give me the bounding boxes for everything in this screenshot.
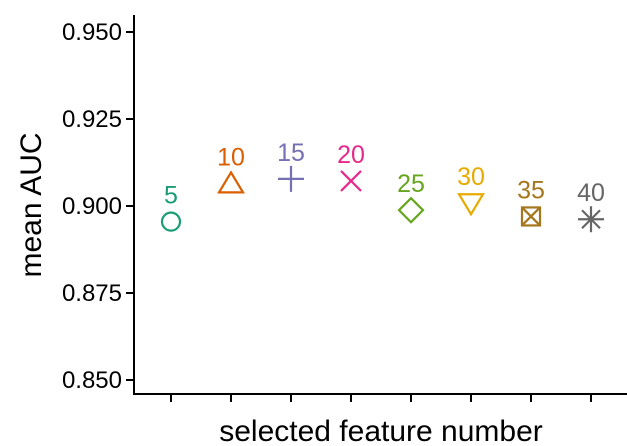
point-labels: 5 10 15 20 25 30 35 40 [164, 139, 605, 210]
point-25 [397, 196, 425, 224]
point-label-40: 40 [577, 179, 605, 207]
point-label-25: 25 [397, 170, 425, 198]
y-tick-label-0: 0.850 [62, 367, 122, 394]
point-30 [457, 193, 485, 217]
point-label-30: 30 [457, 163, 485, 191]
asterisk-d2 [581, 209, 601, 230]
data-points [160, 165, 604, 233]
point-15 [278, 165, 304, 192]
point-35 [520, 206, 542, 227]
point-40 [578, 206, 604, 233]
cross-marker-b [340, 170, 362, 192]
point-label-10: 10 [217, 143, 245, 171]
x-axis [134, 393, 627, 402]
square-x-b [521, 206, 541, 227]
square-marker [520, 206, 542, 227]
point-label-15: 15 [277, 139, 305, 167]
y-tick-label-1: 0.875 [62, 280, 122, 307]
point-label-35: 35 [517, 176, 545, 204]
x-axis-title: selected feature number [219, 415, 543, 446]
point-5 [160, 211, 182, 232]
point-label-5: 5 [164, 182, 178, 210]
y-tick-label-2: 0.900 [62, 193, 122, 220]
y-axis-title: mean AUC [15, 132, 48, 277]
y-tick-label-4: 0.950 [62, 19, 122, 46]
triangle-up-marker [217, 170, 245, 194]
y-axis: 0.850 0.875 0.900 0.925 0.950 [62, 15, 135, 395]
triangle-down-marker [457, 193, 485, 217]
point-20 [340, 170, 362, 192]
circle-marker [160, 211, 182, 232]
point-label-20: 20 [337, 141, 365, 169]
point-10 [217, 170, 245, 194]
y-tick-label-3: 0.925 [62, 106, 122, 133]
diamond-marker [397, 196, 425, 224]
